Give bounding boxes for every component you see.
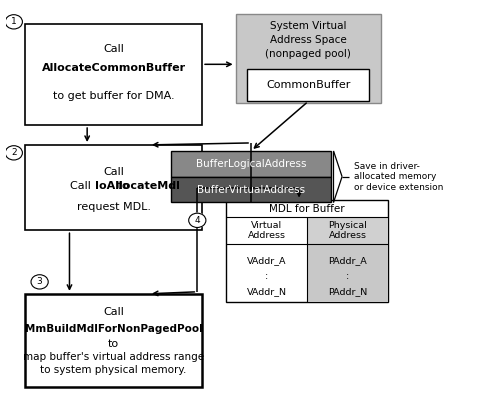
Text: 1: 1 <box>11 17 16 26</box>
Text: :: : <box>346 271 349 281</box>
Text: PAddr_N: PAddr_N <box>328 287 367 296</box>
Text: IoAllocateMdl: IoAllocateMdl <box>94 181 180 191</box>
Text: to get buffer for DMA.: to get buffer for DMA. <box>53 91 175 101</box>
Text: request MDL.: request MDL. <box>76 202 151 212</box>
Bar <box>236 14 381 103</box>
Text: 2: 2 <box>11 148 16 157</box>
Bar <box>307 217 389 244</box>
Text: :: : <box>265 271 268 281</box>
Text: CommonBuffer: CommonBuffer <box>266 80 350 91</box>
Text: to: to <box>108 339 119 349</box>
Text: BufferLogicalAddress: BufferLogicalAddress <box>196 159 306 169</box>
Circle shape <box>189 213 206 227</box>
Text: Call: Call <box>103 307 124 317</box>
Text: Physical
Address: Physical Address <box>329 221 367 240</box>
Bar <box>171 177 331 202</box>
Text: Call: Call <box>103 44 124 54</box>
Text: map buffer's virtual address range: map buffer's virtual address range <box>23 352 204 362</box>
Bar <box>171 151 331 177</box>
Bar <box>25 24 202 125</box>
Text: VAddr_A: VAddr_A <box>247 256 287 265</box>
Text: AllocateCommonBuffer: AllocateCommonBuffer <box>42 64 186 73</box>
Text: MmBuildMdlForNonPagedPool: MmBuildMdlForNonPagedPool <box>25 324 202 333</box>
Text: VAddr_N: VAddr_N <box>246 287 287 296</box>
Text: Virtual
Address: Virtual Address <box>248 221 286 240</box>
Text: to system physical memory.: to system physical memory. <box>41 365 187 375</box>
Text: BufferVirtualAddress: BufferVirtualAddress <box>197 185 305 195</box>
Text: to: to <box>114 181 128 191</box>
Text: Call: Call <box>70 181 94 191</box>
Bar <box>226 200 389 302</box>
Text: Call: Call <box>103 167 124 177</box>
Text: Address Space: Address Space <box>270 35 347 45</box>
Circle shape <box>31 275 48 289</box>
Bar <box>25 294 202 387</box>
Text: Save in driver-
allocated memory
or device extension: Save in driver- allocated memory or devi… <box>354 162 443 192</box>
Bar <box>247 69 369 101</box>
Bar <box>307 244 389 302</box>
Bar <box>25 145 202 230</box>
Text: MDL for Buffer: MDL for Buffer <box>270 204 345 214</box>
Text: PAddr_A: PAddr_A <box>329 256 367 265</box>
Text: (nonpaged pool): (nonpaged pool) <box>265 48 351 59</box>
Text: 3: 3 <box>37 278 43 286</box>
Text: 4: 4 <box>195 216 200 225</box>
Circle shape <box>5 146 22 160</box>
Text: System Virtual: System Virtual <box>270 21 347 31</box>
Circle shape <box>5 15 22 29</box>
